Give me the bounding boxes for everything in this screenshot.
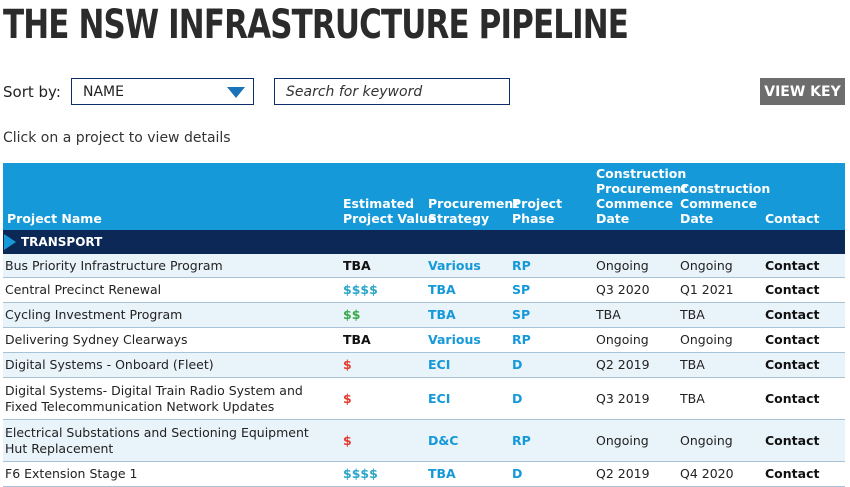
project-value-cell: $ xyxy=(343,390,352,406)
procurement-strategy-cell: TBA xyxy=(428,466,456,481)
triangle-right-icon xyxy=(4,234,16,250)
contact-link[interactable]: Contact xyxy=(765,357,820,372)
sort-selected-value: NAME xyxy=(83,84,124,100)
procurement-commence-date-cell: Q3 2019 xyxy=(596,390,650,406)
construction-commence-date-cell: Ongoing xyxy=(680,332,733,347)
contact-link[interactable]: Contact xyxy=(765,282,820,297)
table-row[interactable]: F6 Extension Stage 1 $$$$ TBA D Q2 2019 Q4 20… xyxy=(3,462,845,487)
project-value-cell: TBA xyxy=(343,332,371,347)
header-contact: Contact xyxy=(765,211,820,226)
project-name-cell: Digital Systems- Digital Train Radio Sys… xyxy=(5,382,303,414)
project-name-cell: Cycling Investment Program xyxy=(5,307,183,322)
table-row[interactable]: Cycling Investment Program $$ TBA SP TBA TBA C… xyxy=(3,303,845,328)
view-key-button[interactable]: VIEW KEY xyxy=(760,78,845,105)
header-project-phase[interactable]: Project Phase xyxy=(512,196,563,226)
construction-commence-date-cell: TBA xyxy=(680,307,705,322)
project-name-cell: Delivering Sydney Clearways xyxy=(5,332,188,347)
project-value-cell: $$ xyxy=(343,307,361,322)
table-row[interactable]: Digital Systems- Digital Train Radio Sys… xyxy=(3,378,845,420)
table-row[interactable]: Digital Systems - Onboard (Fleet) $ ECI D Q2… xyxy=(3,353,845,378)
project-list: Bus Priority Infrastructure Program TBA Va… xyxy=(3,254,845,487)
project-value-cell: $$$$ xyxy=(343,282,378,297)
project-name-cell: Electrical Substations and Sectioning Eq… xyxy=(5,424,309,456)
table-row[interactable]: Delivering Sydney Clearways TBA Various RP O… xyxy=(3,328,845,353)
project-phase-cell: SP xyxy=(512,307,531,322)
construction-commence-date-cell: TBA xyxy=(680,390,705,406)
header-project-name[interactable]: Project Name xyxy=(7,211,102,226)
project-phase-cell: D xyxy=(512,357,523,372)
table-row[interactable]: Bus Priority Infrastructure Program TBA Va… xyxy=(3,254,845,278)
table-header: Project Name Estimated Project Value Pro… xyxy=(3,163,845,230)
project-phase-cell: D xyxy=(512,390,523,406)
contact-link[interactable]: Contact xyxy=(765,432,820,448)
header-construction-commence-date[interactable]: Construction Commence Date xyxy=(680,181,771,226)
procurement-commence-date-cell: TBA xyxy=(596,307,621,322)
construction-commence-date-cell: Ongoing xyxy=(680,432,733,448)
header-construction-procurement-date[interactable]: Construction Procurement Commence Date xyxy=(596,166,688,226)
construction-commence-date-cell: TBA xyxy=(680,357,705,372)
contact-link[interactable]: Contact xyxy=(765,466,820,481)
procurement-strategy-cell: D&C xyxy=(428,432,459,448)
contact-link[interactable]: Contact xyxy=(765,390,820,406)
procurement-commence-date-cell: Ongoing xyxy=(596,332,649,347)
procurement-commence-date-cell: Ongoing xyxy=(596,432,649,448)
header-estimated-value[interactable]: Estimated Project Value xyxy=(343,196,437,226)
project-phase-cell: SP xyxy=(512,282,531,297)
construction-commence-date-cell: Q1 2021 xyxy=(680,282,734,297)
group-row-transport[interactable]: TRANSPORT xyxy=(3,230,845,254)
project-phase-cell: D xyxy=(512,466,523,481)
project-phase-cell: RP xyxy=(512,432,531,448)
project-value-cell: $ xyxy=(343,432,352,448)
instruction-text: Click on a project to view details xyxy=(3,130,231,146)
construction-commence-date-cell: Ongoing xyxy=(680,257,733,273)
project-value-cell: $ xyxy=(343,357,352,372)
project-name-cell: F6 Extension Stage 1 xyxy=(5,466,138,481)
contact-link[interactable]: Contact xyxy=(765,307,820,322)
project-phase-cell: RP xyxy=(512,257,531,273)
sort-label: Sort by: xyxy=(3,83,61,101)
project-value-cell: TBA xyxy=(343,257,371,273)
procurement-commence-date-cell: Q2 2019 xyxy=(596,466,650,481)
project-value-cell: $$$$ xyxy=(343,466,378,481)
procurement-commence-date-cell: Q3 2020 xyxy=(596,282,650,297)
project-name-cell: Digital Systems - Onboard (Fleet) xyxy=(5,357,214,372)
construction-commence-date-cell: Q4 2020 xyxy=(680,466,734,481)
table-row[interactable]: Central Precinct Renewal $$$$ TBA SP Q3 2020… xyxy=(3,278,845,303)
contact-link[interactable]: Contact xyxy=(765,332,820,347)
caret-down-icon xyxy=(227,87,245,98)
sort-select[interactable]: NAME xyxy=(71,78,254,105)
contact-link[interactable]: Contact xyxy=(765,257,820,273)
procurement-commence-date-cell: Ongoing xyxy=(596,257,649,273)
procurement-strategy-cell: TBA xyxy=(428,282,456,297)
search-input[interactable] xyxy=(274,78,510,105)
page-title: THE NSW INFRASTRUCTURE PIPELINE xyxy=(3,2,629,48)
project-phase-cell: RP xyxy=(512,332,531,347)
group-label: TRANSPORT xyxy=(21,235,103,249)
procurement-strategy-cell: ECI xyxy=(428,390,451,406)
procurement-strategy-cell: ECI xyxy=(428,357,451,372)
project-name-cell: Bus Priority Infrastructure Program xyxy=(5,257,223,273)
procurement-strategy-cell: TBA xyxy=(428,307,456,322)
procurement-strategy-cell: Various xyxy=(428,257,481,273)
header-procurement-strategy[interactable]: Procurement Strategy xyxy=(428,196,520,226)
procurement-strategy-cell: Various xyxy=(428,332,481,347)
project-name-cell: Central Precinct Renewal xyxy=(5,282,162,297)
procurement-commence-date-cell: Q2 2019 xyxy=(596,357,650,372)
table-row[interactable]: Electrical Substations and Sectioning Eq… xyxy=(3,420,845,462)
